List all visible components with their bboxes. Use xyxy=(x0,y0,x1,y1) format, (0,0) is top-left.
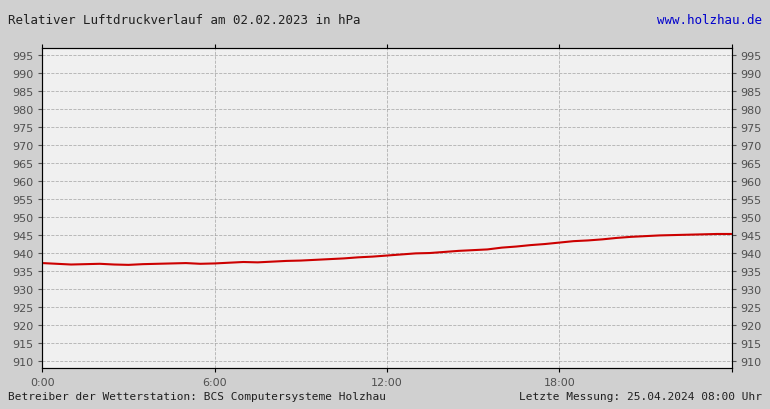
Text: Betreiber der Wetterstation: BCS Computersysteme Holzhau: Betreiber der Wetterstation: BCS Compute… xyxy=(8,391,386,401)
Text: www.holzhau.de: www.holzhau.de xyxy=(658,14,762,27)
Text: Relativer Luftdruckverlauf am 02.02.2023 in hPa: Relativer Luftdruckverlauf am 02.02.2023… xyxy=(8,14,360,27)
Text: Letzte Messung: 25.04.2024 08:00 Uhr: Letzte Messung: 25.04.2024 08:00 Uhr xyxy=(519,391,762,401)
